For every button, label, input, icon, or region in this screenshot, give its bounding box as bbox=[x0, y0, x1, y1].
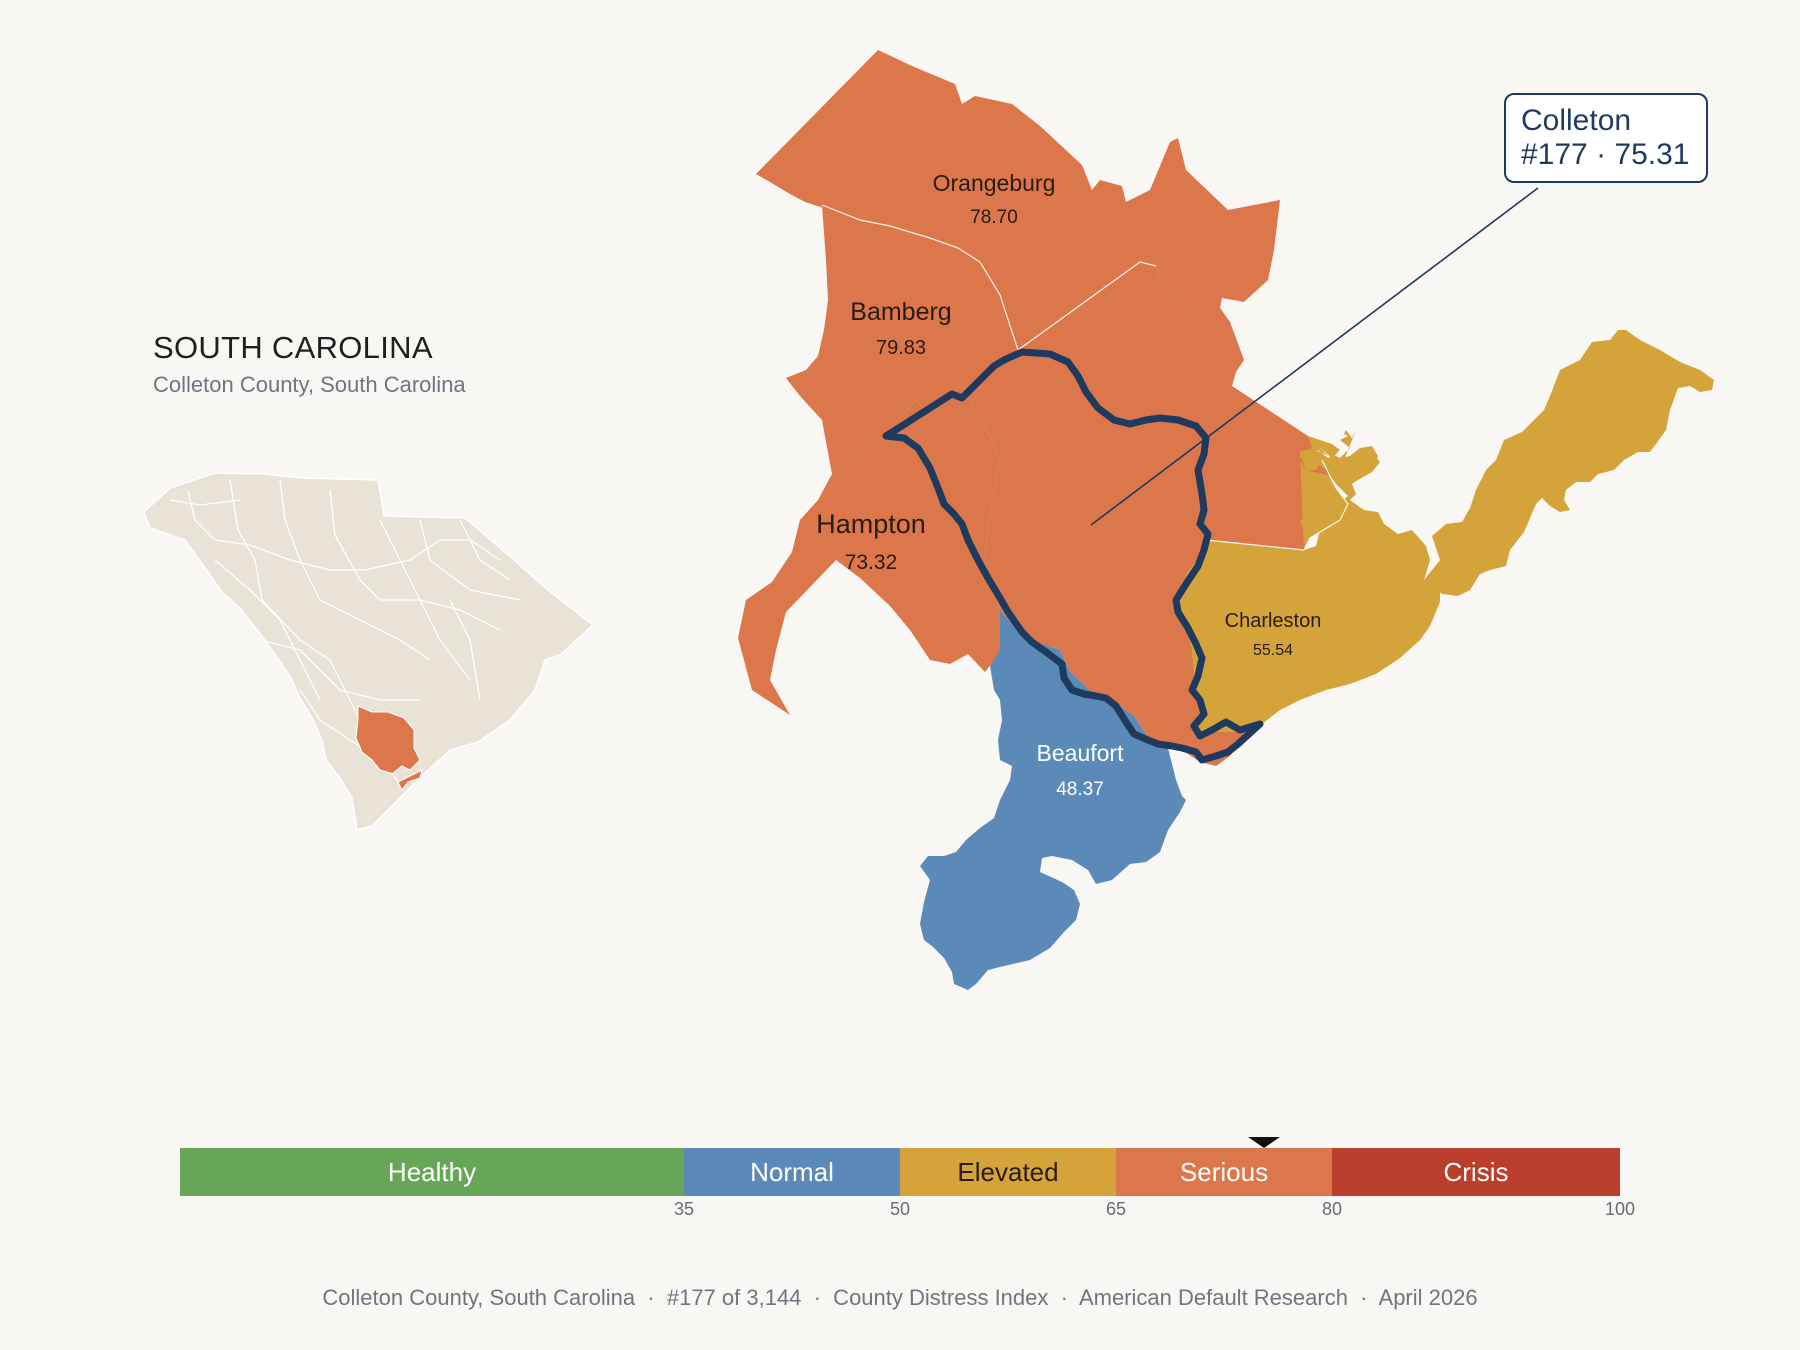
state-subtitle: Colleton County, South Carolina bbox=[153, 372, 466, 397]
scale-segment-crisis: Crisis bbox=[1332, 1148, 1620, 1196]
label-orangeburg-name: Orangeburg bbox=[933, 170, 1056, 196]
current-score-marker bbox=[1248, 1137, 1281, 1148]
county-map bbox=[738, 50, 1714, 990]
scale-segment-elevated: Elevated bbox=[900, 1148, 1116, 1196]
scale-tick-35: 35 bbox=[673, 1199, 695, 1219]
label-bamberg-score: 79.83 bbox=[876, 337, 926, 359]
inset-state-map bbox=[143, 472, 595, 831]
scale-tick-65: 65 bbox=[1105, 1199, 1127, 1219]
label-charleston-score: 55.54 bbox=[1253, 642, 1293, 659]
label-orangeburg-score: 78.70 bbox=[970, 207, 1018, 228]
scale-segment-serious: Serious bbox=[1116, 1148, 1332, 1196]
callout-rank-score: #177 · 75.31 bbox=[1521, 138, 1690, 171]
scale-tick-100: 100 bbox=[1604, 1199, 1636, 1219]
scale-tick-80: 80 bbox=[1321, 1199, 1343, 1219]
county-beaufort[interactable] bbox=[920, 610, 1186, 990]
county-labels: Orangeburg 78.70 Bamberg 79.83 Hampton 7… bbox=[816, 170, 1321, 800]
inset-state-shape bbox=[143, 472, 595, 831]
county-charleston-coast[interactable] bbox=[1424, 330, 1714, 596]
callout-leader-line bbox=[1090, 187, 1539, 526]
county-bamberg[interactable] bbox=[786, 205, 1018, 474]
colleton-focus-outline bbox=[882, 348, 1264, 764]
county-orangeburg[interactable] bbox=[756, 50, 1280, 350]
footer-caption: Colleton County, South Carolina · #177 o… bbox=[322, 1285, 1478, 1310]
county-charleston-main[interactable] bbox=[1176, 446, 1440, 732]
callout-box: Colleton #177 · 75.31 bbox=[1504, 93, 1708, 183]
scale-segment-healthy: Healthy bbox=[180, 1148, 684, 1196]
scale-segment-normal: Normal bbox=[684, 1148, 900, 1196]
label-beaufort-score: 48.37 bbox=[1056, 779, 1104, 800]
label-beaufort-name: Beaufort bbox=[1037, 740, 1125, 766]
inset-highlight-colleton bbox=[355, 705, 423, 791]
state-title: SOUTH CAROLINA bbox=[153, 330, 433, 365]
label-hampton-name: Hampton bbox=[816, 509, 926, 539]
callout-county-name: Colleton bbox=[1521, 104, 1632, 137]
county-colleton[interactable] bbox=[972, 262, 1348, 766]
scale-tick-50: 50 bbox=[889, 1199, 911, 1219]
label-bamberg-name: Bamberg bbox=[850, 298, 951, 326]
label-charleston-name: Charleston bbox=[1225, 610, 1322, 632]
label-hampton-score: 73.32 bbox=[845, 551, 898, 574]
county-hampton[interactable] bbox=[738, 382, 1010, 715]
